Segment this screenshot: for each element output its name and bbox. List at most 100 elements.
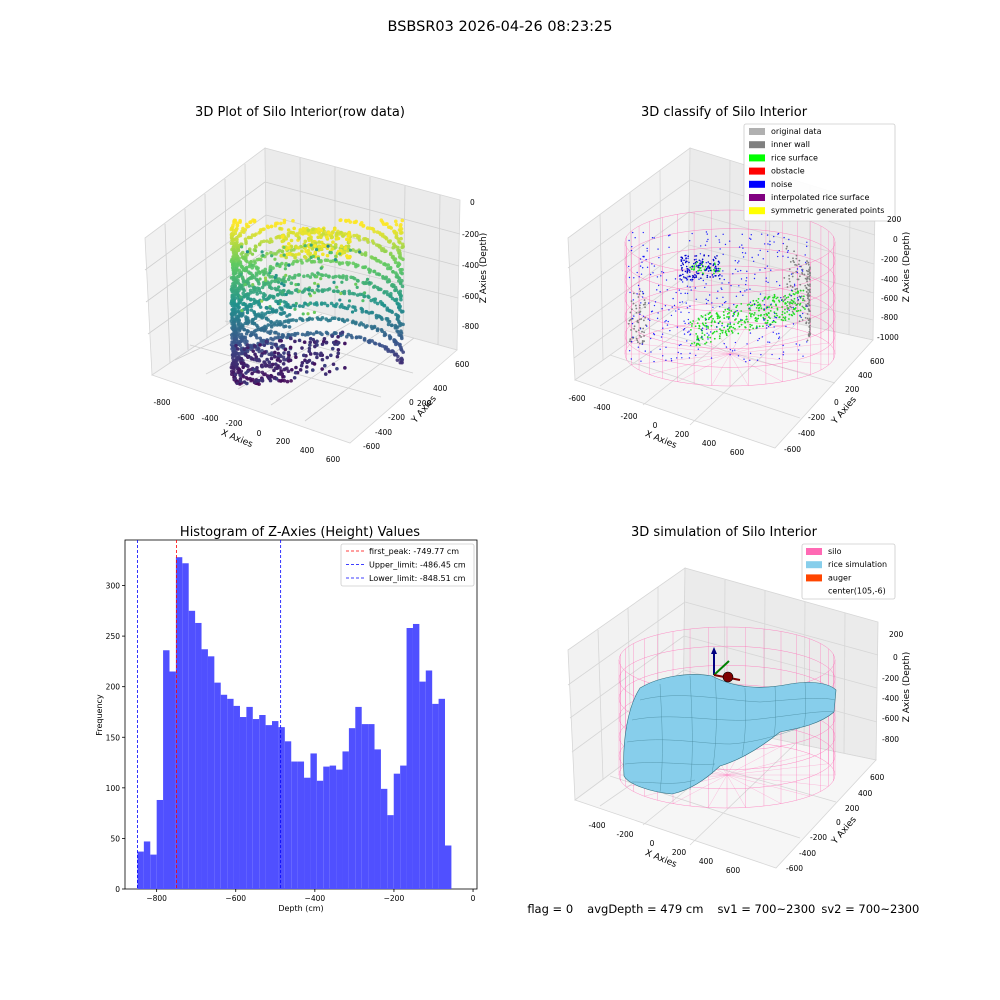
classify-z-tick: 200 (887, 215, 902, 224)
histogram-y-tick-label: 50 (110, 834, 120, 843)
histogram-bar (400, 765, 407, 889)
histogram-y-tick-label: 150 (106, 733, 121, 742)
histogram-bar (310, 753, 317, 889)
simulation-y-tick: 200 (845, 804, 860, 813)
legend-swatch (806, 574, 822, 582)
histogram-bar (406, 628, 413, 889)
rice-surface-body (623, 674, 837, 795)
histogram-bar (361, 724, 369, 889)
simulation-y-tick: -200 (810, 833, 827, 842)
histogram-legend: first_peak: -749.77 cm Upper_limit: -486.… (340, 543, 475, 587)
simulation-x-tick: 600 (726, 866, 741, 875)
raw-x-label: X Axies (219, 428, 254, 450)
histogram-bar (419, 681, 426, 889)
histogram-bar (195, 622, 202, 889)
raw-panel-title: 3D Plot of Silo Interior(row data) (195, 105, 405, 120)
histogram-legend-label: first_peak: -749.77 cm (369, 547, 459, 556)
raw-y-tick: 600 (455, 360, 470, 369)
histogram-bar (246, 706, 253, 889)
raw-z-label: Z Axies (Depth) (479, 233, 489, 304)
histogram-bar (272, 721, 279, 889)
histogram-bar (227, 698, 234, 889)
histogram-bar (380, 788, 388, 889)
raw-y-tick: 200 (417, 399, 432, 408)
raw-z-tick: -400 (462, 261, 479, 270)
legend-label: symmetric generated points (771, 206, 884, 215)
simulation-z-tick: 200 (889, 630, 904, 639)
raw-point-cloud (229, 218, 405, 386)
histogram-bar (188, 610, 196, 889)
classify-x-tick: 0 (653, 421, 658, 430)
sv1-status: sv1 = 700~2300 (717, 902, 816, 916)
histogram-bar (393, 773, 401, 889)
histogram-bar (297, 761, 305, 889)
histogram-bar (348, 728, 356, 889)
histogram-reference-lines (137, 540, 282, 889)
histogram-bar (265, 725, 273, 889)
simulation-z-tick: -600 (882, 714, 899, 723)
histogram-panel: Histogram of Z-Axies (Height) Values −80… (95, 525, 478, 913)
histogram-bar (444, 845, 452, 889)
histogram-x-label: Depth (cm) (278, 904, 323, 913)
simulation-y-tick: 600 (870, 773, 885, 782)
histogram-y-ticks: 0 50 100 150 200 250 300 (106, 582, 125, 894)
classify-x-tick: -200 (620, 412, 637, 421)
legend-label: noise (771, 180, 792, 189)
legend-swatch (749, 194, 765, 201)
classify-y-tick: 400 (858, 371, 873, 380)
raw-y-tick: -400 (375, 428, 392, 437)
legend-swatch (806, 548, 822, 555)
histogram-bar (368, 724, 375, 889)
simulation-y-label: Y Axies (830, 815, 859, 847)
classify-y-tick: -200 (808, 413, 825, 422)
histogram-bar (291, 761, 298, 889)
raw-x-tick: 0 (257, 429, 262, 438)
histogram-bar (342, 751, 349, 889)
simulation-legend: silo rice simulation auger center(105,-6) (801, 543, 896, 600)
legend-label: original data (771, 127, 822, 136)
classify-x-tick: 200 (675, 430, 690, 439)
histogram-bar (163, 650, 170, 889)
legend-swatch (806, 561, 822, 569)
histogram-bar (278, 727, 285, 889)
legend-label: interpolated rice surface (771, 193, 869, 202)
classify-z-tick: -600 (881, 294, 898, 303)
classify-z-tick: -200 (881, 255, 898, 264)
simulation-y-tick: -400 (799, 849, 816, 858)
raw-z-tick: -800 (462, 322, 479, 331)
simulation-x-tick: -400 (588, 821, 605, 830)
classify-panel-title: 3D classify of Silo Interior (641, 105, 808, 120)
histogram-bar (143, 841, 151, 889)
simulation-x-tick: 0 (650, 839, 655, 848)
histogram-bar (355, 706, 362, 889)
histogram-bar (156, 799, 164, 889)
histogram-bar (425, 670, 433, 889)
histogram-bar (214, 682, 221, 889)
simulation-z-axis: 200 0 -200 -400 -600 -800 Z Axies (Depth… (882, 630, 912, 744)
histogram-y-tick-label: 300 (106, 582, 121, 591)
classify-y-tick: 0 (834, 398, 839, 407)
simulation-x-tick: -200 (616, 830, 633, 839)
histogram-bar (374, 749, 381, 889)
raw-3d-panel: 3D Plot of Silo Interior(row data) -800 … (144, 105, 489, 464)
simulation-z-label: Z Axies (Depth) (902, 652, 912, 723)
raw-x-tick: -200 (225, 419, 242, 428)
histogram-bars (137, 557, 452, 889)
simulation-z-tick: 0 (893, 653, 898, 662)
histogram-y-tick-label: 100 (106, 784, 121, 793)
simulation-x-tick: 200 (672, 848, 687, 857)
histogram-legend-frame (340, 543, 475, 587)
histogram-bar (323, 766, 330, 889)
simulation-z-tick: -800 (882, 735, 899, 744)
histogram-x-tick-label: −600 (225, 894, 246, 903)
classify-z-tick: 0 (893, 235, 898, 244)
raw-z-axis: 0 -200 -400 -600 -800 Z Axies (Depth) (462, 198, 489, 331)
histogram-bar (387, 815, 394, 889)
histogram-bar (316, 780, 324, 889)
histogram-bar (239, 717, 247, 889)
classify-legend-frame (743, 123, 896, 222)
legend-label: inner wall (771, 140, 810, 149)
classify-x-tick: 600 (730, 448, 745, 457)
histogram-bar (304, 777, 311, 889)
